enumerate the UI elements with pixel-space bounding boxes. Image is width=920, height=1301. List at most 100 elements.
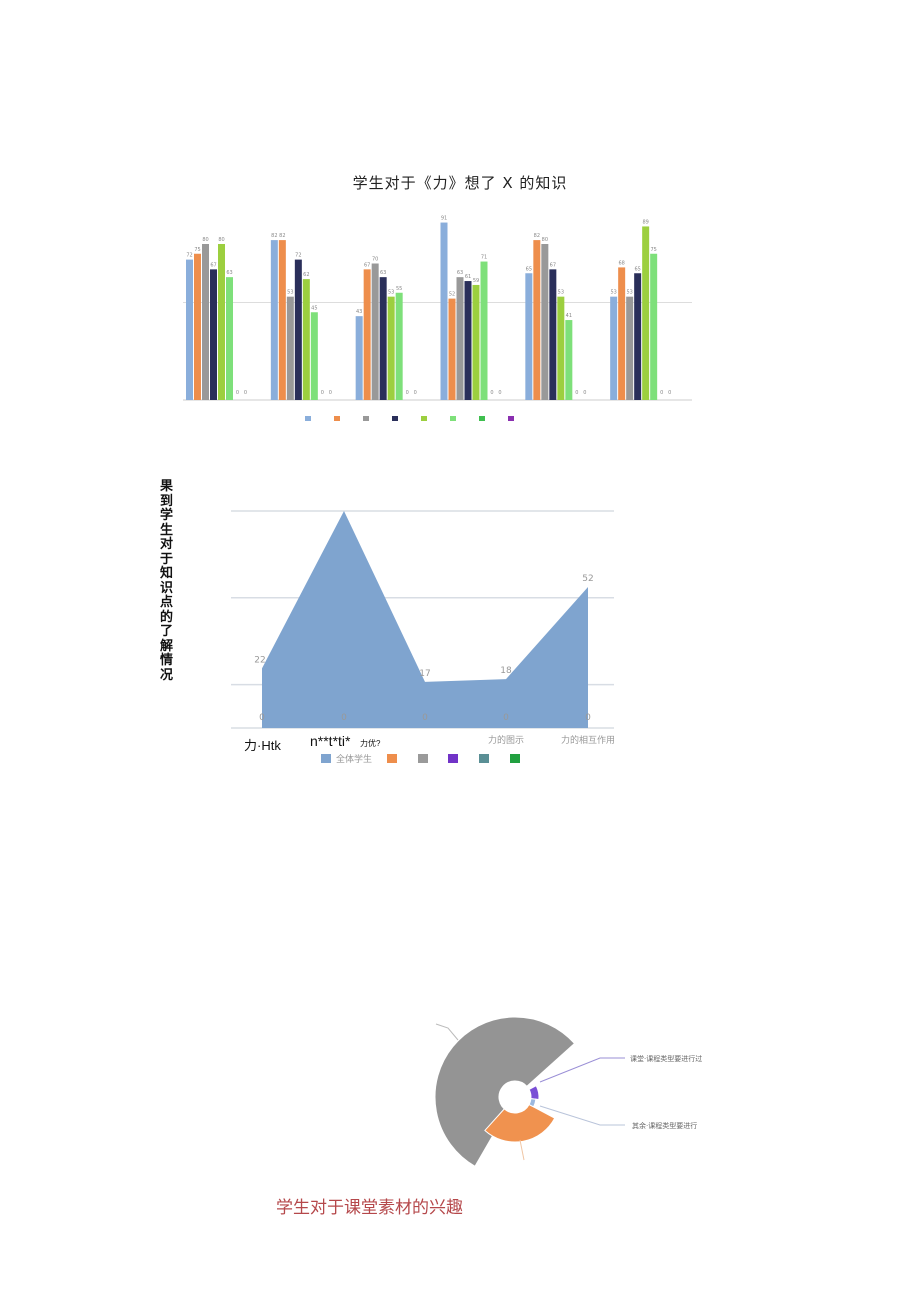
bar-legend-swatch (450, 416, 456, 421)
bar (194, 253, 201, 400)
bar-data-label: 0 (498, 390, 501, 396)
area-zero-label: 0 (503, 713, 509, 723)
bar (210, 269, 217, 400)
bar (218, 244, 225, 400)
area-zero-label: 0 (341, 713, 347, 723)
area-legend-swatch (418, 754, 428, 763)
area-value-label: 18 (500, 666, 512, 676)
area-legend-swatch (510, 754, 520, 763)
bar-data-label: 68 (618, 260, 624, 266)
area-legend-swatch (321, 754, 331, 763)
area-series-fill (262, 511, 588, 728)
bar-data-label: 0 (575, 390, 578, 396)
bar (302, 279, 310, 400)
bar-data-label: 45 (311, 305, 317, 311)
bar-data-label: 65 (634, 266, 640, 272)
bar-data-label: 70 (372, 257, 378, 263)
bar-data-label: 72 (295, 253, 301, 259)
bar-data-label: 80 (218, 237, 224, 243)
bar-legend-swatch (479, 416, 485, 421)
area-legend-swatch (387, 754, 397, 763)
bar (650, 253, 658, 400)
bar-data-label: 63 (380, 270, 386, 276)
bar (480, 261, 488, 400)
area-category-note-2: n**t*ti* (310, 733, 351, 749)
bar (642, 226, 650, 400)
bar (286, 296, 294, 400)
area-chart-side-title: 果到学生对于知识点的了解情况 (160, 479, 174, 683)
donut-annotation-line (539, 1057, 625, 1083)
bar (472, 284, 480, 400)
bar-data-label: 89 (642, 219, 648, 225)
bar-legend-swatch (334, 416, 340, 421)
bar-legend-swatch (508, 416, 514, 421)
bar-data-label: 0 (668, 390, 671, 396)
bar (440, 222, 448, 400)
bar (387, 296, 395, 400)
donut-slice (434, 1016, 576, 1167)
donut-chart-title: 学生对于课堂素材的兴趣 (276, 1198, 463, 1218)
area-zero-label: 0 (422, 713, 428, 723)
bar-data-label: 0 (490, 390, 493, 396)
donut-annotation-line (539, 1105, 625, 1126)
bar (634, 273, 642, 400)
donut-annotation-label: 课堂·课程类型要进行过 (630, 1054, 702, 1063)
area-category-label: 力的相互作用 (561, 734, 615, 746)
area-category-label: 力的图示 (488, 734, 524, 746)
bar (310, 312, 318, 400)
area-zero-label: 0 (259, 713, 265, 723)
bar-data-label: 0 (406, 390, 409, 396)
bar-data-label: 67 (364, 262, 370, 268)
bar (626, 296, 634, 400)
bar-data-label: 0 (660, 390, 663, 396)
bar (294, 259, 302, 400)
area-zero-label: 0 (585, 713, 591, 723)
bar (270, 240, 278, 400)
bar-data-label: 63 (457, 270, 463, 276)
bar-legend-swatch (421, 416, 427, 421)
bar-data-label: 80 (202, 237, 208, 243)
area-value-label: 52 (582, 574, 593, 584)
bar (395, 292, 403, 400)
bar (557, 296, 565, 400)
bar-data-label: 53 (287, 290, 293, 296)
bar-data-label: 67 (210, 262, 216, 268)
bar-data-label: 65 (526, 266, 532, 272)
bar-data-label: 82 (271, 233, 277, 239)
bar (525, 273, 533, 400)
area-value-label: 17 (419, 669, 430, 679)
bar (533, 240, 541, 400)
bar-chart-title: 学生对于《力》想了 X 的知识 (352, 174, 568, 192)
bar-data-label: 53 (610, 290, 616, 296)
bar (278, 240, 286, 400)
donut-annotation-line (519, 1139, 525, 1161)
bar-legend-swatch (363, 416, 369, 421)
donut-slice (528, 1098, 537, 1108)
bar (541, 244, 549, 400)
bar-data-label: 63 (226, 270, 232, 276)
area-legend-label: 全体学生 (336, 753, 372, 765)
bar (186, 259, 193, 400)
bar (379, 277, 387, 400)
donut-slice (484, 1103, 556, 1143)
bar (226, 277, 233, 400)
bar-data-label: 43 (356, 309, 362, 315)
bar-data-label: 0 (321, 390, 324, 396)
bar-data-label: 53 (558, 290, 564, 296)
bar (355, 316, 363, 400)
bar-data-label: 0 (244, 390, 247, 396)
donut-annotation-line (435, 1023, 459, 1041)
bar-data-label: 67 (550, 262, 556, 268)
area-legend-swatch (479, 754, 489, 763)
bar-data-label: 55 (396, 286, 402, 292)
bar-data-label: 75 (650, 247, 656, 253)
bar-data-label: 82 (279, 233, 285, 239)
bar-data-label: 0 (236, 390, 239, 396)
bar (448, 298, 456, 400)
bar-legend-swatch (305, 416, 311, 421)
bar-data-label: 0 (414, 390, 417, 396)
bar (549, 269, 557, 400)
bar-data-label: 91 (441, 216, 447, 222)
